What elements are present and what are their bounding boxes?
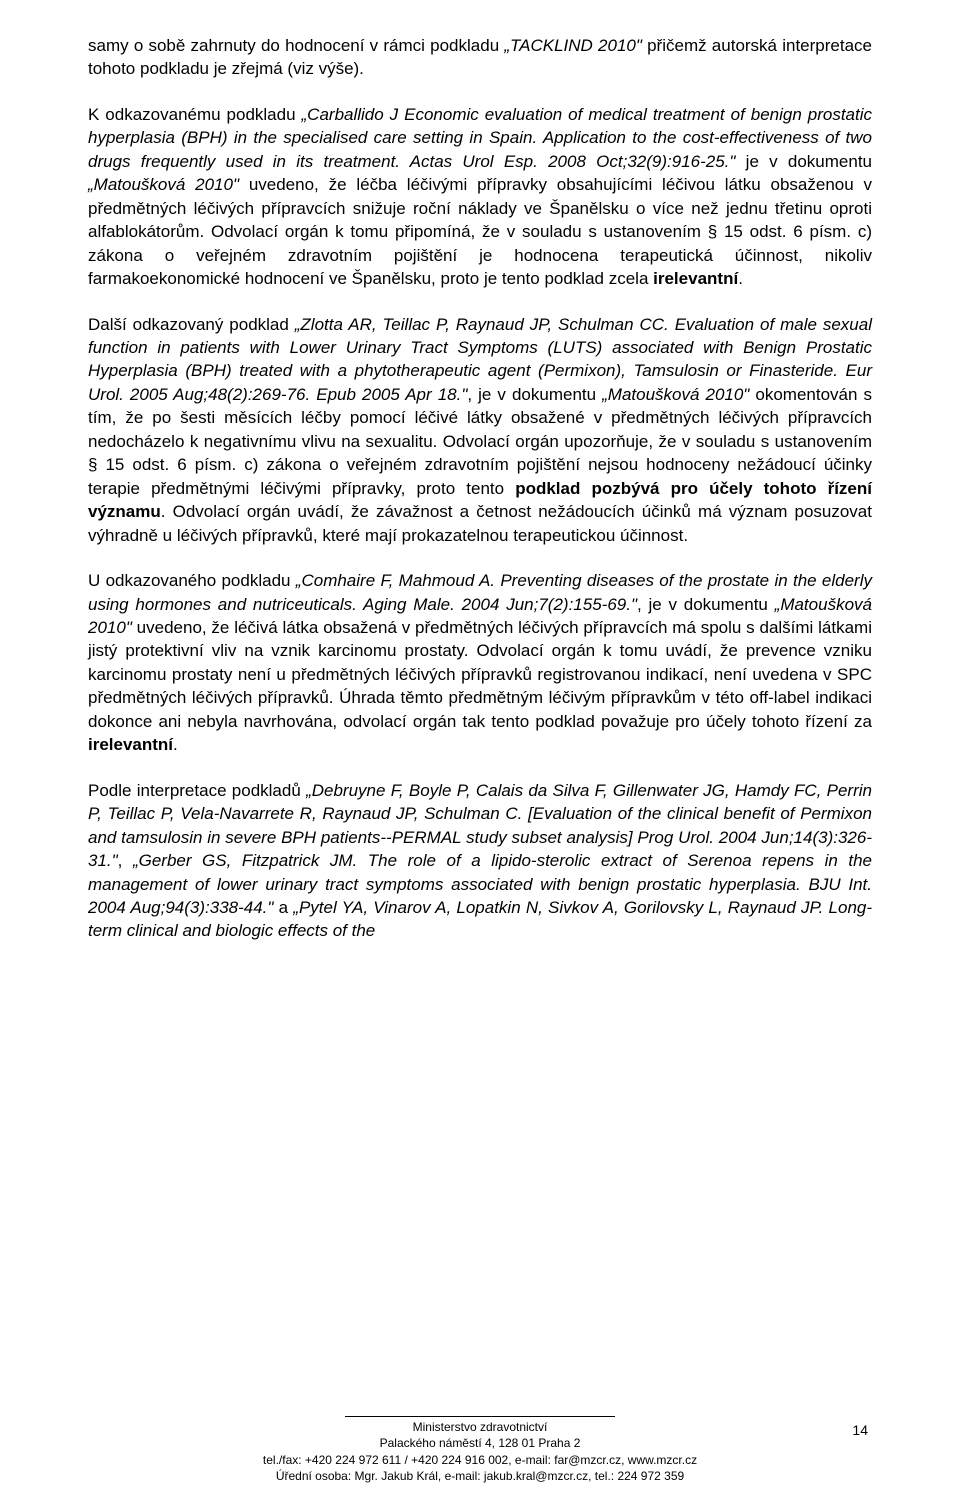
paragraph-2: K odkazovanému podkladu „Carballido J Ec…	[88, 103, 872, 291]
text-run: a	[273, 898, 293, 917]
paragraph-5: Podle interpretace podkladů „Debruyne F,…	[88, 779, 872, 943]
paragraph-3: Další odkazovaný podklad „Zlotta AR, Tei…	[88, 313, 872, 548]
citation-italic: „Matoušková 2010"	[602, 385, 749, 404]
text-run: .	[173, 735, 178, 754]
text-run: U odkazovaného podkladu	[88, 571, 296, 590]
emphasis-bold: irelevantní	[88, 735, 173, 754]
emphasis-bold: irelevantní	[653, 269, 738, 288]
text-run: ,	[118, 851, 133, 870]
footer-contact: tel./fax: +420 224 972 611 / +420 224 91…	[0, 1452, 960, 1468]
text-run: samy o sobě zahrnuty do hodnocení v rámc…	[88, 36, 504, 55]
text-run: , je v dokumentu	[637, 595, 775, 614]
text-run: Další odkazovaný podklad	[88, 315, 295, 334]
text-run: je v dokumentu	[735, 152, 872, 171]
citation-italic: „TACKLIND 2010"	[504, 36, 642, 55]
footer-divider	[345, 1416, 615, 1417]
footer-address: Palackého náměstí 4, 128 01 Praha 2	[0, 1435, 960, 1451]
text-run: Podle interpretace podkladů	[88, 781, 306, 800]
footer-person: Úřední osoba: Mgr. Jakub Král, e-mail: j…	[0, 1468, 960, 1484]
paragraph-1: samy o sobě zahrnuty do hodnocení v rámc…	[88, 34, 872, 81]
citation-italic: „Matoušková 2010"	[88, 175, 239, 194]
footer: Ministerstvo zdravotnictví Palackého nám…	[0, 1416, 960, 1484]
text-run: .	[738, 269, 743, 288]
text-run: uvedeno, že léčivá látka obsažená v před…	[88, 618, 872, 731]
text-run: K odkazovanému podkladu	[88, 105, 302, 124]
text-run: . Odvolací orgán uvádí, že závažnost a č…	[88, 502, 872, 544]
footer-org: Ministerstvo zdravotnictví	[0, 1419, 960, 1435]
text-run: , je v dokumentu	[467, 385, 602, 404]
paragraph-4: U odkazovaného podkladu „Comhaire F, Mah…	[88, 569, 872, 757]
